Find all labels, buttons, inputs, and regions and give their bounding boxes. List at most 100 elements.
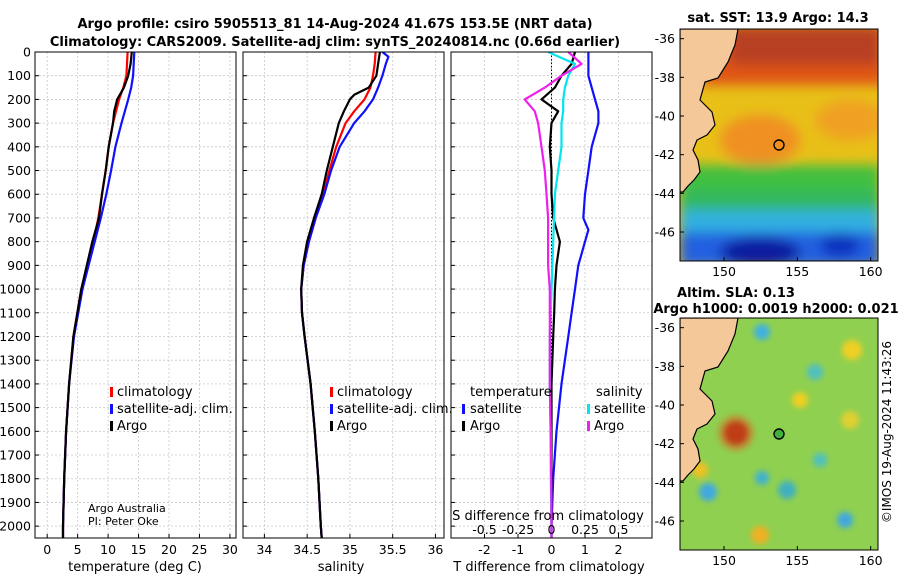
sst-warm-band (730, 29, 878, 65)
legend-swatch-s-satellite (587, 404, 590, 414)
credit-line2: PI: Peter Oke (88, 515, 159, 528)
series-line-s-argo (523, 52, 583, 538)
x-tick-label: 0 (43, 542, 51, 557)
x-tick-label: 30 (222, 542, 238, 557)
credit-line1: Argo Australia (88, 502, 166, 515)
sla-map-frame (679, 317, 879, 551)
s-difference-tick-label: 0 (548, 522, 556, 537)
y-tick-label: 700 (7, 210, 31, 225)
legend-label-satellite: satellite-adj. clim. (117, 402, 233, 417)
s-difference-axis-label: S difference from climatology (452, 509, 644, 524)
x-tick-label: 10 (100, 542, 116, 557)
series-group (300, 52, 390, 538)
imos-watermark: ©IMOS 19-Aug-2024 11:43:26 (880, 341, 894, 523)
x-tick-label: 34.5 (293, 542, 321, 557)
t-difference-axis-label: T difference from climatology (452, 560, 645, 575)
difference-legend: temperature salinity satellite Argo sate… (462, 385, 646, 434)
y-tick-label: 300 (7, 116, 31, 131)
y-tick-label: 1800 (0, 471, 31, 486)
y-tick-label: 1700 (0, 448, 31, 463)
x-tick-label: 2 (615, 542, 623, 557)
salinity-axis-label: salinity (318, 560, 365, 575)
x-tick-label: -1 (512, 542, 524, 557)
temperature-axis-label: temperature (deg C) (68, 560, 202, 575)
sst-cold-patch (820, 233, 860, 257)
map-x-tick-label: 150 (712, 264, 736, 279)
x-tick-label: 25 (192, 542, 208, 557)
legend-label-s-satellite: satellite (594, 402, 646, 417)
x-tick-label: 35 (342, 542, 358, 557)
sla-eddy-low (792, 392, 808, 408)
x-tick-label: 36 (427, 542, 443, 557)
legend-label-climatology: climatology (117, 385, 193, 400)
map-y-tick-label: -46 (655, 514, 675, 529)
legend-swatch-satellite (330, 404, 333, 414)
axes-frame (242, 51, 445, 539)
salinity-panel: 34 34.5 35 35.5 36 (242, 51, 445, 557)
map-y-tick-label: -40 (655, 398, 675, 413)
map-y-tick-label: -42 (655, 147, 675, 162)
sla-eddy-low (842, 340, 862, 360)
x-tick-label: 1 (581, 542, 589, 557)
legend-swatch-climatology (330, 387, 333, 397)
map-y-tick-label: -44 (655, 186, 675, 201)
series-group (523, 52, 600, 538)
legend-label-t-argo: Argo (470, 419, 500, 434)
sst-map-frame (679, 28, 879, 262)
y-tick-label: 100 (7, 68, 31, 83)
sla-map (680, 318, 878, 550)
series-line-t-argo (540, 52, 577, 538)
map-x-tick-label: 150 (712, 553, 736, 568)
sla-eddy-low (813, 453, 827, 467)
x-tick-label: 0 (548, 542, 556, 557)
sla-map-title-line2: Argo h1000: 0.0019 h2000: 0.021 (653, 302, 898, 317)
x-tick-label: 20 (161, 542, 177, 557)
s-difference-tick-label: -0.5 (472, 522, 496, 537)
sla-eddy-low (751, 526, 769, 544)
y-tick-label: 1600 (0, 424, 31, 439)
y-tick-label: 600 (7, 187, 31, 202)
map-x-tick-label: 160 (859, 553, 883, 568)
legend-label-s-argo: Argo (594, 419, 624, 434)
map-y-tick-label: -36 (655, 320, 675, 335)
series-line-argo (61, 52, 133, 538)
sst-map (680, 29, 878, 261)
legend-label-argo: Argo (337, 419, 367, 434)
x-tick-label: 5 (74, 542, 82, 557)
series-line-climatology (61, 52, 129, 538)
legend-header-temperature: temperature (470, 385, 552, 400)
y-tick-label: 1900 (0, 495, 31, 510)
sst-map-ticks: 150 155 160 -36 -38 -40 -42 -44 -46 (655, 31, 883, 279)
x-tick-label: 15 (131, 542, 147, 557)
legend-label-t-satellite: satellite (470, 402, 522, 417)
legend-label-climatology: climatology (337, 385, 413, 400)
sla-eddy-low (754, 324, 770, 340)
sla-map-title-line1: Altim. SLA: 0.13 (677, 286, 795, 301)
sla-eddy-low (755, 471, 769, 485)
temperature-panel: 0 5 10 15 20 25 300100200300400500600700800900… (0, 45, 238, 558)
sla-eddy-low (807, 364, 823, 380)
legend-swatch-satellite (110, 404, 113, 414)
legend-swatch-argo (110, 421, 113, 431)
x-tick-label: -2 (478, 542, 490, 557)
map-y-tick-label: -38 (655, 70, 675, 85)
legend-label-argo: Argo (117, 419, 147, 434)
map-x-tick-label: 160 (859, 264, 883, 279)
sla-eddy-low (778, 481, 796, 499)
sst-warm-patch (720, 115, 800, 165)
series-line-satellite-adj-clim- (61, 52, 136, 538)
map-x-tick-label: 155 (785, 264, 809, 279)
sst-map-title: sat. SST: 13.9 Argo: 14.3 (687, 11, 868, 26)
y-tick-label: 800 (7, 234, 31, 249)
s-difference-tick-labels: -0.5 -0.25 0 0.25 0.5 (472, 522, 628, 537)
sla-map-ticks: 150 155 160 -36 -38 -40 -42 -44 -46 (655, 320, 883, 568)
y-tick-label: 400 (7, 139, 31, 154)
legend-swatch-t-argo (462, 421, 465, 431)
s-difference-tick-label: -0.25 (502, 522, 534, 537)
figure-title-line1: Argo profile: csiro 5905513_81 14-Aug-20… (77, 17, 592, 32)
axes-frame (34, 51, 237, 539)
series-line-t-satellite (550, 52, 600, 538)
map-y-tick-label: -36 (655, 31, 675, 46)
legend-swatch-s-argo (587, 421, 590, 431)
